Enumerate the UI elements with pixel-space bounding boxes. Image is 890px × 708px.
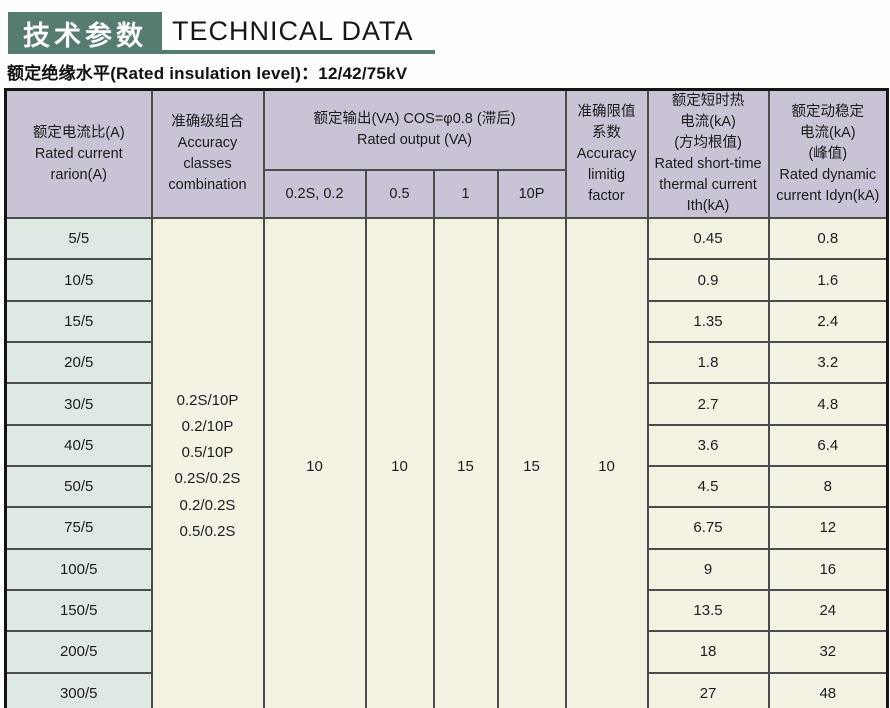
table-row: 200/5 18 32 — [4, 630, 889, 674]
col-header-accuracy-classes: 准确级组合 Accuracy classes combination — [150, 88, 265, 220]
cell-dynamic: 3.2 — [767, 341, 889, 385]
cell-thermal: 13.5 — [646, 588, 770, 633]
cell-dynamic: 8 — [767, 464, 889, 509]
cell-thermal: 18 — [646, 630, 770, 674]
cell-ratio: 15/5 — [4, 299, 153, 344]
header-row-main: 额定电流比(A) Rated current rarion(A) 准确级组合 A… — [4, 88, 889, 220]
cell-ratio: 20/5 — [4, 341, 153, 385]
table-row: 15/5 1.35 2.4 — [4, 299, 889, 344]
header-row-sub: 0.2S, 0.2 0.5 1 10P — [6, 168, 888, 220]
cell-thermal: 27 — [646, 671, 770, 708]
cell-ratio: 300/5 — [4, 671, 153, 708]
col-header-accuracy-limit: 准确限值 系数 Accuracy limitig factor — [564, 88, 649, 220]
page-title-en: TECHNICAL DATA — [172, 16, 414, 46]
cell-thermal: 4.5 — [646, 464, 770, 509]
cell-output-02s-02: 10 — [262, 217, 367, 708]
table-row: 75/5 6.75 12 — [4, 506, 889, 550]
cell-dynamic: 32 — [767, 630, 889, 674]
cell-dynamic: 6.4 — [767, 423, 889, 467]
cell-thermal: 1.8 — [646, 341, 770, 385]
cell-ratio: 10/5 — [4, 258, 153, 302]
cell-ratio: 200/5 — [4, 630, 153, 674]
cell-dynamic: 48 — [767, 671, 889, 708]
cell-dynamic: 1.6 — [767, 258, 889, 302]
cell-thermal: 2.7 — [646, 382, 770, 426]
page-header: 技术参数 TECHNICAL DATA — [0, 0, 890, 56]
table-row: 30/5 2.7 4.8 — [4, 382, 889, 426]
cell-ratio: 150/5 — [4, 588, 153, 633]
rated-insulation-level: 额定绝缘水平(Rated insulation level)：12/42/75k… — [7, 64, 408, 83]
table-row: 20/5 1.8 3.2 — [4, 341, 889, 385]
cell-limit-factor: 10 — [564, 217, 649, 708]
cell-thermal: 9 — [646, 547, 770, 591]
cell-ratio: 75/5 — [4, 506, 153, 550]
cell-output-10p: 15 — [496, 217, 567, 708]
table-row: 100/5 9 16 — [4, 547, 889, 591]
cell-thermal: 0.45 — [646, 217, 770, 261]
title-badge-zh: 技术参数 — [8, 12, 162, 54]
cell-thermal: 6.75 — [646, 506, 770, 550]
cell-dynamic: 12 — [767, 506, 889, 550]
table-row: 5/5 0.2S/10P 0.2/10P 0.5/10P 0.2S/0.2S 0… — [4, 217, 889, 708]
cell-ratio: 50/5 — [4, 464, 153, 509]
cell-dynamic: 0.8 — [767, 217, 889, 261]
cell-ratio: 100/5 — [4, 547, 153, 591]
cell-output-1: 15 — [432, 217, 499, 708]
table-row: 40/5 3.6 6.4 — [4, 423, 889, 467]
cell-thermal: 3.6 — [646, 423, 770, 467]
col-header-dynamic-current: 额定动稳定 电流(kA) (峰值) Rated dynamic current … — [767, 88, 889, 220]
table-row: 300/5 27 48 — [4, 671, 889, 708]
cell-dynamic: 2.4 — [767, 299, 889, 344]
cell-ratio: 40/5 — [4, 423, 153, 467]
subcol-header-10p: 10P — [496, 168, 567, 220]
cell-output-05: 10 — [364, 217, 435, 708]
cell-dynamic: 16 — [767, 547, 889, 591]
cell-dynamic: 4.8 — [767, 382, 889, 426]
table-row: 50/5 4.5 8 — [4, 464, 889, 509]
cell-thermal: 1.35 — [646, 299, 770, 344]
technical-data-table: 额定电流比(A) Rated current rarion(A) 准确级组合 A… — [4, 88, 890, 708]
col-header-rated-output: 额定输出(VA) COS=φ0.8 (滞后) Rated output (VA) — [262, 88, 567, 171]
table-row: 150/5 13.5 24 — [4, 588, 889, 633]
cell-ratio: 30/5 — [4, 382, 153, 426]
cell-dynamic: 24 — [767, 588, 889, 633]
col-header-current-ratio: 额定电流比(A) Rated current rarion(A) — [4, 88, 153, 220]
cell-accuracy-combinations: 0.2S/10P 0.2/10P 0.5/10P 0.2S/0.2S 0.2/0… — [150, 217, 265, 708]
cell-ratio: 5/5 — [4, 217, 153, 261]
table-row: 10/5 0.9 1.6 — [4, 258, 889, 302]
subcol-header-02s-02: 0.2S, 0.2 — [262, 168, 367, 220]
subcol-header-1: 1 — [432, 168, 499, 220]
title-underline-rule — [162, 50, 435, 54]
col-header-short-time-thermal: 额定短时热 电流(kA) (方均根值) Rated short-time the… — [646, 88, 770, 220]
subcol-header-05: 0.5 — [364, 168, 435, 220]
cell-thermal: 0.9 — [646, 258, 770, 302]
